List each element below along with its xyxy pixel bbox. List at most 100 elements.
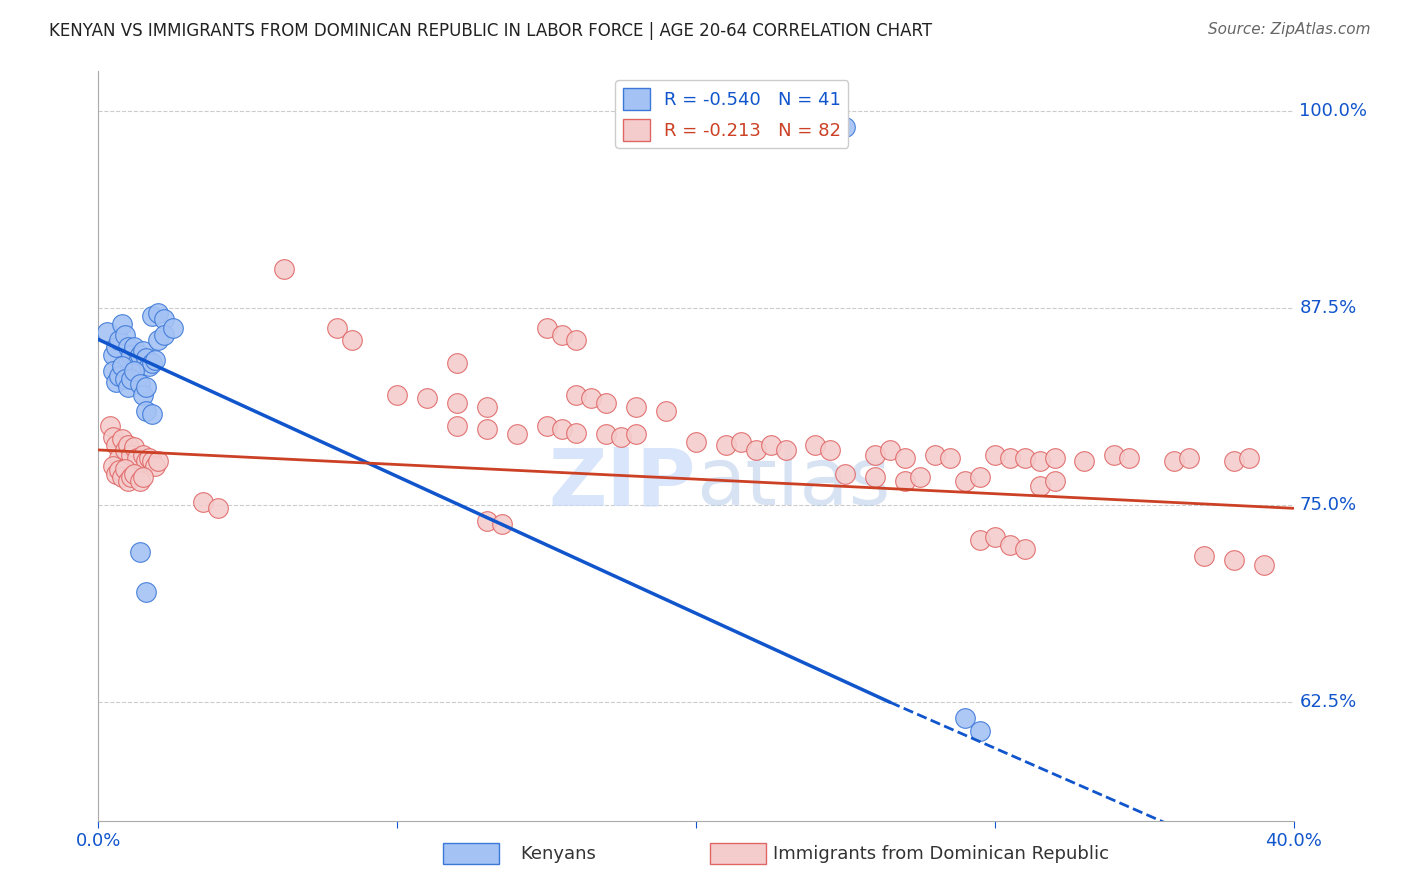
Point: [953, 711, 976, 725]
Point: [1073, 454, 1095, 468]
Point: [1043, 450, 1066, 465]
Point: [685, 435, 707, 450]
Point: [834, 467, 856, 481]
Point: [536, 419, 558, 434]
Point: [908, 469, 931, 483]
Point: [475, 422, 498, 436]
Point: [998, 538, 1021, 552]
Point: [129, 475, 152, 489]
Point: [114, 372, 136, 386]
Point: [834, 120, 856, 134]
Point: [124, 440, 146, 454]
Point: [143, 458, 166, 473]
Point: [111, 469, 134, 483]
Point: [1163, 454, 1185, 468]
Point: [550, 327, 572, 342]
Point: [475, 514, 498, 528]
Point: [342, 333, 364, 347]
Point: [124, 340, 146, 354]
Text: 62.5%: 62.5%: [1299, 693, 1357, 711]
Point: [129, 545, 152, 559]
Point: [969, 469, 991, 483]
Point: [446, 395, 468, 409]
Point: [129, 376, 152, 391]
Point: [141, 454, 163, 468]
Point: [143, 353, 166, 368]
Point: [207, 501, 229, 516]
Point: [117, 380, 139, 394]
Point: [655, 403, 678, 417]
Point: [135, 585, 157, 599]
Text: Immigrants from Dominican Republic: Immigrants from Dominican Republic: [773, 845, 1109, 863]
Point: [135, 403, 157, 417]
Point: [1014, 450, 1036, 465]
Point: [1192, 549, 1215, 563]
Point: [1043, 475, 1066, 489]
Point: [114, 442, 136, 457]
Point: [111, 432, 134, 446]
Text: 75.0%: 75.0%: [1299, 496, 1357, 514]
Point: [117, 356, 139, 370]
Point: [108, 463, 131, 477]
Point: [103, 458, 125, 473]
Point: [129, 348, 152, 362]
Point: [1028, 454, 1050, 468]
Point: [135, 380, 157, 394]
Point: [865, 448, 887, 462]
Point: [138, 359, 160, 374]
Point: [103, 364, 125, 378]
Point: [273, 261, 295, 276]
Point: [124, 364, 146, 378]
Point: [138, 450, 160, 465]
Point: [550, 422, 572, 436]
Point: [626, 401, 648, 415]
Point: [998, 450, 1021, 465]
Point: [565, 333, 588, 347]
Text: ZIP: ZIP: [548, 444, 696, 523]
Point: [984, 530, 1007, 544]
Point: [446, 419, 468, 434]
Point: [105, 467, 128, 481]
Point: [775, 442, 797, 457]
Point: [416, 391, 439, 405]
Point: [108, 450, 131, 465]
Text: 100.0%: 100.0%: [1299, 102, 1368, 120]
Point: [581, 391, 603, 405]
Point: [117, 438, 139, 452]
Text: Source: ZipAtlas.com: Source: ZipAtlas.com: [1208, 22, 1371, 37]
Point: [1237, 450, 1260, 465]
Point: [117, 475, 139, 489]
Point: [1118, 450, 1140, 465]
Point: [148, 306, 170, 320]
Point: [111, 317, 134, 331]
Point: [127, 356, 149, 370]
Point: [141, 407, 163, 421]
Point: [135, 454, 157, 468]
Point: [108, 333, 131, 347]
Point: [153, 327, 176, 342]
Point: [120, 469, 142, 483]
Point: [120, 448, 142, 462]
Point: [984, 448, 1007, 462]
Point: [565, 425, 588, 440]
Text: Kenyans: Kenyans: [520, 845, 596, 863]
Point: [114, 462, 136, 476]
Point: [1223, 553, 1246, 567]
Point: [103, 348, 125, 362]
Point: [98, 419, 122, 434]
Point: [105, 375, 128, 389]
Point: [114, 327, 136, 342]
Point: [162, 321, 184, 335]
Point: [491, 517, 513, 532]
Point: [120, 348, 142, 362]
Point: [148, 454, 170, 468]
Point: [804, 438, 827, 452]
Point: [148, 333, 170, 347]
Point: [117, 340, 139, 354]
Point: [714, 438, 737, 452]
Point: [894, 475, 917, 489]
Point: [953, 475, 976, 489]
Point: [153, 312, 176, 326]
Point: [924, 448, 946, 462]
Point: [610, 430, 633, 444]
